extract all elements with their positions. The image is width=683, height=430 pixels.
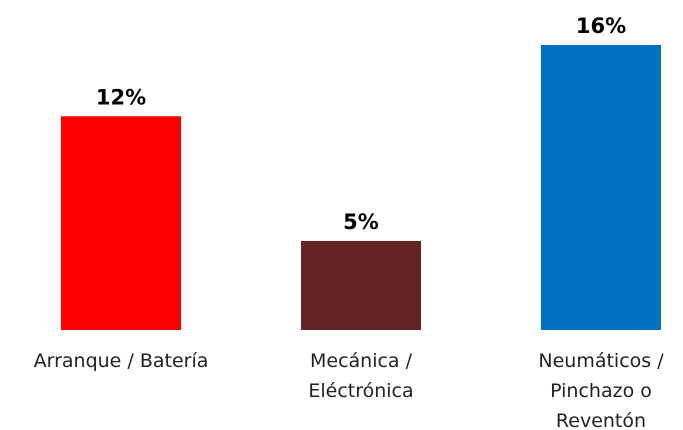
category-labels-group: Arranque / Batería Mecánica / Eléctrónica N… [34, 350, 665, 430]
category-label-3-line-1: Neumáticos / [538, 350, 664, 372]
bar-2 [301, 240, 421, 330]
category-label-2-line-2: Eléctrónica [308, 380, 413, 402]
bars-group [61, 45, 661, 330]
value-label-2: 5% [343, 210, 379, 234]
category-label-2-line-1: Mecánica / [310, 350, 413, 372]
bar-3 [541, 45, 661, 330]
category-label-3-line-2: Pinchazo o [550, 380, 652, 402]
value-labels-group: 12% 5% 16% [96, 14, 626, 234]
bar-1 [61, 116, 181, 330]
value-label-3: 16% [576, 14, 626, 38]
value-label-1: 12% [96, 85, 146, 109]
category-label-3-line-3: Reventón [556, 410, 646, 430]
category-label-1-line-1: Arranque / Batería [34, 350, 209, 372]
